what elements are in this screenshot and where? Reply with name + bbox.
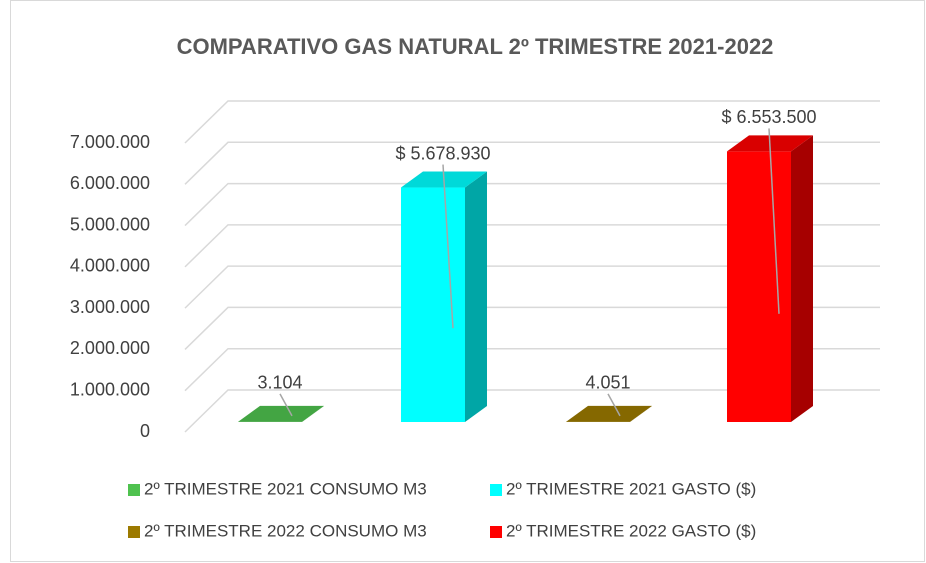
leader-line (442, 164, 454, 329)
grid-line (184, 141, 880, 185)
legend-swatch (490, 526, 502, 538)
legend-label: 2º TRIMESTRE 2021 GASTO ($) (506, 479, 756, 498)
grid-line (184, 265, 880, 309)
grid-line (184, 224, 880, 268)
legend-swatch (490, 484, 502, 496)
leader-line (768, 128, 780, 314)
bar-side (302, 405, 324, 422)
grid-line (184, 389, 880, 433)
legend-swatch (128, 526, 140, 538)
data-label: 3.104 (257, 373, 302, 393)
bar-side (630, 405, 652, 422)
leader-line (279, 393, 293, 417)
chart-title: COMPARATIVO GAS NATURAL 2º TRIMESTRE 202… (177, 34, 774, 59)
leader-line (607, 393, 621, 417)
bar-top (238, 405, 324, 422)
y-tick-label: 2.000.000 (70, 338, 150, 358)
y-tick-label: 3.000.000 (70, 297, 150, 317)
legend-swatch (128, 484, 140, 496)
grid-line (184, 347, 880, 392)
data-label: $ 5.678.930 (395, 143, 490, 163)
legend-label: 2º TRIMESTRE 2022 GASTO ($) (506, 521, 756, 540)
legend-label: 2º TRIMESTRE 2021 CONSUMO M3 (144, 479, 427, 498)
bar-side (791, 135, 813, 422)
y-tick-label: 6.000.000 (70, 173, 150, 193)
y-tick-label: 7.000.000 (70, 132, 150, 152)
data-label: 4.051 (585, 373, 630, 393)
legend-label: 2º TRIMESTRE 2022 CONSUMO M3 (144, 521, 427, 540)
bar-side (465, 171, 487, 422)
grid-line (184, 306, 880, 350)
y-tick-label: 5.000.000 (70, 214, 150, 234)
bar-top (566, 405, 652, 422)
data-label: $ 6.553.500 (721, 107, 816, 127)
bar (401, 187, 465, 422)
bar (727, 151, 791, 422)
y-tick-label: 4.000.000 (70, 256, 150, 276)
grid-line (184, 182, 880, 227)
grid-line (184, 100, 880, 144)
y-tick-label: 1.000.000 (70, 379, 150, 399)
y-tick-label: 0 (140, 421, 150, 441)
